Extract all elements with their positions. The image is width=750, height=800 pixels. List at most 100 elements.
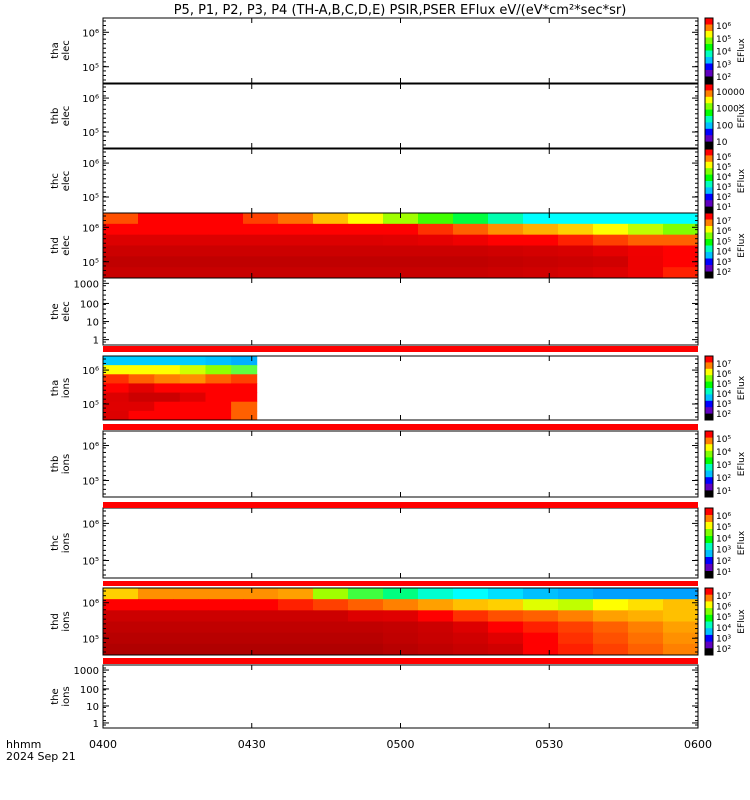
heatmap-cell [243,234,279,246]
heatmap-cell [348,599,384,611]
heatmap-cell [663,599,699,611]
heatmap-cell [278,621,314,634]
heatmap-cell [523,245,559,257]
heatmap-cell [313,267,349,279]
colorbar-tick-label: 10⁴ [716,173,731,183]
heatmap-cell [558,588,594,600]
heatmap-cell [208,213,244,225]
heatmap-cell [103,410,130,421]
heatmap-cell [418,588,454,600]
colorbar-segment [705,24,713,32]
heatmap-cell [179,410,206,421]
heatmap-cell [243,643,279,656]
heatmap-cell [348,245,384,257]
y-tick-label: 1000 [74,279,99,290]
y-tick-label: 10⁵ [82,128,99,139]
y-tick-label: 10⁶ [82,366,99,377]
colorbar-tick-label: 10³ [716,258,731,268]
colorbar-segment [705,413,713,421]
heatmap-cell [205,401,232,412]
y-tick-label: 10⁶ [82,223,99,234]
colorbar-segment [705,407,713,415]
heatmap-cell [103,374,130,384]
colorbar-tick-label: 10⁴ [716,390,731,400]
colorbar-tick-label: 10⁶ [716,603,731,613]
heatmap-cell [173,621,209,634]
colorbar-unit-label: EFlux [737,103,747,128]
colorbar-tick-label: 10¹ [716,568,731,578]
heatmap-cell [453,621,489,634]
heatmap-cell [628,267,664,279]
heatmap-cell [418,599,454,611]
colorbar-segment [705,128,713,136]
heatmap-cell [154,356,181,366]
colorbar-segment [705,239,713,246]
panel-frame [102,83,699,149]
colorbar-tick-label: 10¹ [716,487,731,497]
heatmap-cell [523,267,559,279]
heatmap-cell [278,588,314,600]
heatmap-cell [418,610,454,622]
y-label-probe: thd [50,613,61,630]
heatmap-cell [383,643,419,656]
panels-group: thaelec10⁵10⁶10⁶10⁵10⁴10³10²EFluxthbelec… [50,17,747,730]
y-axis-label: theelec [50,301,72,322]
heatmap-cell [243,621,279,634]
y-axis-label: theions [50,686,72,706]
heatmap-cell [205,410,232,421]
y-label-probe: thc [50,535,61,551]
colorbar-segment [705,103,713,111]
colorbar-segment [705,245,713,253]
panel-the-elec: theelec 1 10 100 1000 [50,277,699,347]
heatmap-cell [154,392,181,403]
y-label-probe: the [50,688,61,704]
heatmap-cell [593,632,629,645]
y-tick-label: 10⁵ [82,400,99,411]
panel-frame [102,148,699,214]
heatmap-cell [523,632,559,645]
heatmap-cell [348,621,384,634]
colorbar-segment [705,258,713,266]
colorbar-segment [705,193,713,201]
heatmap-cell [418,234,454,246]
colorbar-tick-label: 10000 [716,88,745,98]
heatmap-cell [313,256,349,268]
y-tick-label: 10⁶ [82,442,99,453]
heatmap-cell [593,588,629,600]
colorbar-segment [705,31,713,38]
heatmap-cell [418,267,454,279]
heatmap-cell [523,610,559,622]
heatmap-cell [208,245,244,257]
colorbar-segment [705,641,713,649]
colorbar-segment [705,470,713,478]
heatmap-cell [593,610,629,622]
heatmap-cell [138,599,174,611]
colorbar-tick-label: 10² [716,645,731,655]
heatmap-cell [523,256,559,268]
heatmap-cell [453,245,489,257]
colorbar-segment [705,76,713,84]
colorbar-tick-label: 10¹ [716,203,731,213]
heatmap-cell [179,383,206,394]
colorbar-tick-label: 10⁶ [716,22,731,32]
heatmap-cell [663,621,699,634]
y-tick-label: 10⁵ [82,63,99,74]
heatmap-cell [205,365,232,375]
heatmap-cell [628,245,664,257]
heatmap-cell [593,245,629,257]
heatmap-cell [383,223,419,236]
heatmap-cell [103,392,130,403]
heatmap-cell [154,401,181,412]
heatmap-cell [231,356,258,366]
heatmap-cell [128,374,155,384]
colorbar-unit-label: EFlux [737,233,747,258]
heatmap-cell [488,632,524,645]
heatmap-cell [278,256,314,268]
colorbar-unit-label: EFlux [737,375,747,400]
heatmap-cell [558,234,594,246]
heatmap-cell [103,245,139,257]
heatmap-cell [523,643,559,656]
heatmap-cell [663,245,699,257]
heatmap-cell [173,213,209,225]
